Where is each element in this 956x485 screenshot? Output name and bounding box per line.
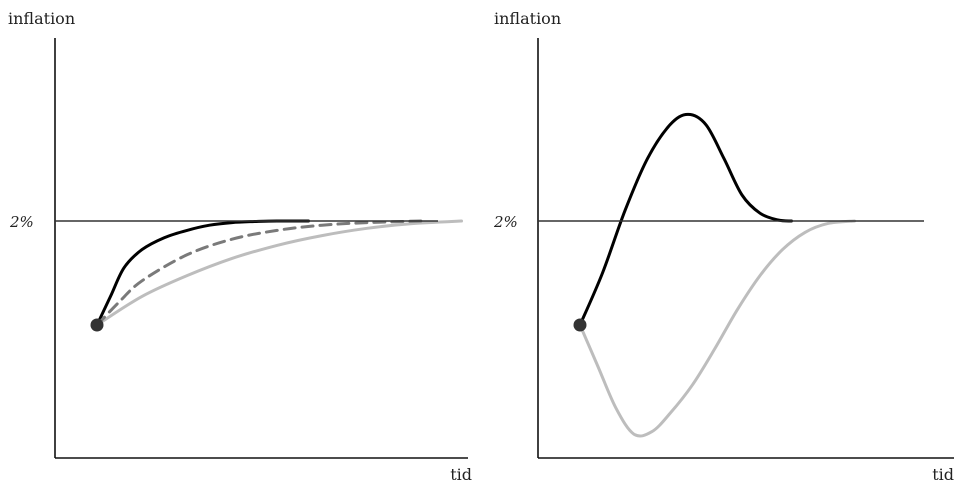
- right-series-lines: [578, 112, 856, 438]
- left-series-lines: [95, 219, 463, 327]
- right-y-tick-label: 2%: [493, 213, 518, 231]
- left-y-tick-label: 2%: [9, 213, 34, 231]
- right-black-path: [578, 112, 793, 327]
- right-light-path: [578, 219, 856, 438]
- left-black-path: [95, 219, 310, 327]
- left-light-path: [95, 219, 463, 327]
- right-chart: inflation tid 2%: [493, 9, 954, 484]
- right-y-axis-label: inflation: [494, 9, 561, 28]
- right-start-point: [573, 318, 587, 332]
- right-x-axis-label: tid: [932, 465, 954, 484]
- left-dashed-path: [95, 219, 423, 327]
- left-start-point: [90, 318, 104, 332]
- left-y-axis-label: inflation: [8, 9, 75, 28]
- left-chart: inflation tid 2%: [8, 9, 472, 484]
- left-x-axis-label: tid: [450, 465, 472, 484]
